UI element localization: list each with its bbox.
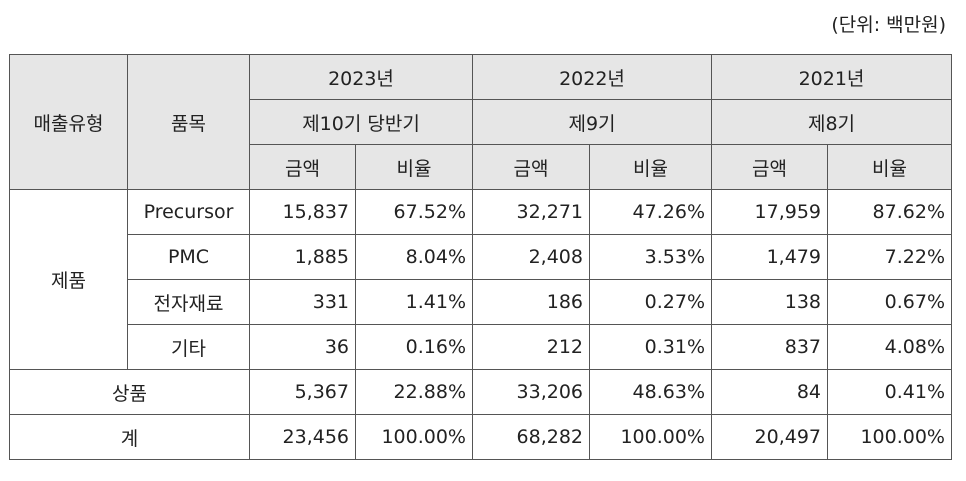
value-cell: 0.31% xyxy=(589,324,712,370)
value-cell: 0.41% xyxy=(827,369,952,415)
value-cell: 47.26% xyxy=(589,189,712,235)
value-cell: 1.41% xyxy=(355,279,473,325)
value-cell: 2,408 xyxy=(472,234,590,280)
value-cell: 20,497 xyxy=(711,414,828,460)
value-cell: 15,837 xyxy=(249,189,356,235)
header-row: 매출유형 품목 2023년 2022년 2021년 xyxy=(9,54,952,190)
group-cell: 제품 xyxy=(9,189,128,370)
header-cell: 품목 xyxy=(127,54,250,190)
value-cell: 67.52% xyxy=(355,189,473,235)
value-cell: 23,456 xyxy=(249,414,356,460)
value-cell: 5,367 xyxy=(249,369,356,415)
value-cell: 1,885 xyxy=(249,234,356,280)
value-cell: 36 xyxy=(249,324,356,370)
metric-cell: 비율 xyxy=(589,144,712,190)
value-cell: 7.22% xyxy=(827,234,952,280)
value-cell: 8.04% xyxy=(355,234,473,280)
data-row: 전자재료 331 1.41% 186 0.27% 138 0.67% xyxy=(10,279,952,325)
header-cell: 매출유형 xyxy=(9,54,128,190)
period-cell: 제10기 당반기 xyxy=(249,99,473,145)
year-cell: 2021년 xyxy=(711,54,952,100)
value-cell: 0.27% xyxy=(589,279,712,325)
value-cell: 87.62% xyxy=(827,189,952,235)
metric-cell: 비율 xyxy=(355,144,473,190)
value-cell: 837 xyxy=(711,324,828,370)
unit-note: (단위: 백만원) xyxy=(831,14,946,36)
value-cell: 84 xyxy=(711,369,828,415)
value-cell: 100.00% xyxy=(827,414,952,460)
metric-cell: 금액 xyxy=(249,144,356,190)
sales-table: 매출유형 품목 2023년 2022년 2021년 제10기 당반기 제9기 제… xyxy=(9,54,952,460)
period-cell: 제9기 xyxy=(472,99,712,145)
year-cell: 2023년 xyxy=(249,54,473,100)
item-cell: 기타 xyxy=(127,324,250,370)
table-body: 제품 Precursor 15,837 67.52% 32,271 47.26% 17,95… xyxy=(9,189,952,460)
value-cell: 22.88% xyxy=(355,369,473,415)
value-cell: 48.63% xyxy=(589,369,712,415)
value-cell: 33,206 xyxy=(472,369,590,415)
metric-cell: 금액 xyxy=(711,144,828,190)
row-label-cell: 상품 xyxy=(9,369,250,415)
value-cell: 32,271 xyxy=(472,189,590,235)
row-label-cell: 계 xyxy=(9,414,250,460)
data-row: 계 23,456 100.00% 68,282 100.00% 20,497 100.00% xyxy=(9,414,952,460)
value-cell: 3.53% xyxy=(589,234,712,280)
item-cell: PMC xyxy=(127,234,250,280)
data-row: 상품 5,367 22.88% 33,206 48.63% 84 0.41% xyxy=(9,369,952,415)
table-header: 매출유형 품목 2023년 2022년 2021년 제10기 당반기 제9기 제… xyxy=(9,54,952,190)
metric-cell: 비율 xyxy=(827,144,952,190)
period-cell: 제8기 xyxy=(711,99,952,145)
year-cell: 2022년 xyxy=(472,54,712,100)
data-row: 기타 36 0.16% 212 0.31% 837 4.08% xyxy=(10,324,952,370)
value-cell: 4.08% xyxy=(827,324,952,370)
value-cell: 0.67% xyxy=(827,279,952,325)
value-cell: 17,959 xyxy=(711,189,828,235)
value-cell: 68,282 xyxy=(472,414,590,460)
value-cell: 100.00% xyxy=(589,414,712,460)
item-cell: 전자재료 xyxy=(127,279,250,325)
metric-cell: 금액 xyxy=(472,144,590,190)
data-row: 제품 Precursor 15,837 67.52% 32,271 47.26% 17,95… xyxy=(9,189,952,370)
value-cell: 138 xyxy=(711,279,828,325)
value-cell: 1,479 xyxy=(711,234,828,280)
value-cell: 212 xyxy=(472,324,590,370)
item-cell: Precursor xyxy=(127,189,250,235)
data-row: PMC 1,885 8.04% 2,408 3.53% 1,479 7.22% xyxy=(10,234,952,280)
value-cell: 186 xyxy=(472,279,590,325)
value-cell: 331 xyxy=(249,279,356,325)
header-row: 제10기 당반기 제9기 제8기 xyxy=(10,99,952,145)
value-cell: 0.16% xyxy=(355,324,473,370)
header-row: 금액 비율 금액 비율 금액 비율 xyxy=(10,144,952,190)
value-cell: 100.00% xyxy=(355,414,473,460)
